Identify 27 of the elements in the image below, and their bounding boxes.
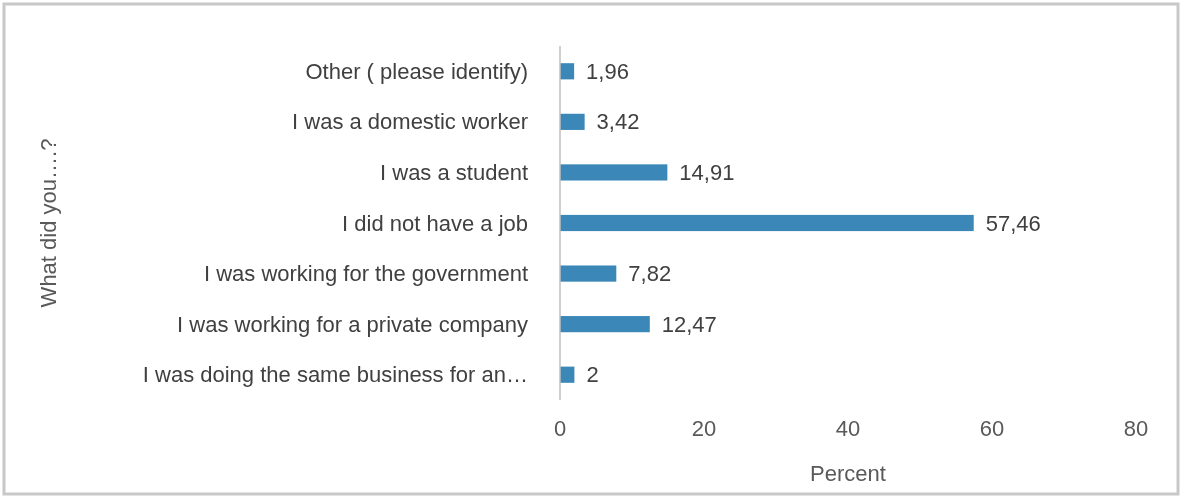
x-tick-label: 60 [979,416,1005,441]
data-label: 7,82 [628,261,672,287]
data-label: 57,46 [985,210,1041,236]
x-tick-label: 20 [691,416,717,441]
data-label: 14,91 [679,159,735,185]
x-tick-label: 40 [835,416,861,441]
bar [560,113,585,130]
data-label: 3,42 [596,109,640,135]
data-label: 2 [586,362,599,388]
y-tick-label: I did not have a job [342,210,528,236]
y-tick-label: I was a student [380,159,528,185]
bar [560,214,974,232]
bar [560,63,575,80]
bar [560,265,617,282]
y-axis-title: What did you….? [36,138,61,308]
x-axis-title: Percent [810,461,886,486]
y-tick-label: I was doing the same business for an… [142,362,528,388]
data-label: 1,96 [586,58,629,84]
x-tick-label: 0 [553,416,567,441]
y-tick-label: Other ( please identify) [305,58,528,84]
x-tick-label: 80 [1123,416,1149,441]
bar [560,164,668,181]
y-tick-label: I was a domestic worker [292,109,528,135]
y-tick-label: I was working for the government [203,261,528,287]
bar [560,316,650,333]
y-tick-label: I was working for a private company [177,311,528,337]
data-label: 12,47 [661,311,717,337]
